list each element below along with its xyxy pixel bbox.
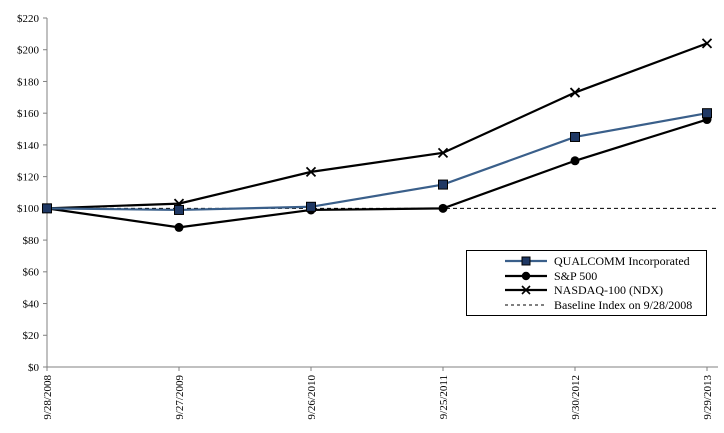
qualcomm-series-marker-icon (505, 256, 547, 266)
svg-text:9/26/2010: 9/26/2010 (306, 375, 318, 420)
svg-text:$160: $160 (17, 108, 40, 120)
svg-text:$80: $80 (23, 235, 40, 247)
legend-item-sp500: S&P 500 (505, 269, 706, 284)
svg-text:$120: $120 (17, 171, 40, 183)
svg-text:9/30/2012: 9/30/2012 (570, 375, 582, 420)
svg-text:9/28/2008: 9/28/2008 (42, 375, 54, 420)
x-axis-ticks: 9/28/2008 9/27/2009 9/26/2010 9/25/2011 9/30… (42, 367, 714, 420)
svg-text:$180: $180 (17, 76, 40, 88)
svg-text:$200: $200 (17, 45, 40, 57)
axes (46, 18, 718, 368)
svg-text:9/27/2009: 9/27/2009 (174, 375, 186, 420)
svg-text:9/29/2013: 9/29/2013 (702, 375, 714, 420)
baseline-dashed-line-icon (505, 304, 547, 306)
legend: QUALCOMM Incorporated S&P 500 NASDAQ-100… (466, 250, 707, 316)
series-s-p-500 (42, 115, 712, 232)
legend-label-baseline: Baseline Index on 9/28/2008 (554, 297, 693, 312)
y-axis-ticks: $0 $20 $40 $60 $80 $100 $120 $140 $160 $180 $200 $2… (17, 13, 47, 374)
legend-label-qualcomm: QUALCOMM Incorporated (554, 254, 690, 269)
svg-text:$100: $100 (17, 203, 40, 215)
svg-text:$140: $140 (17, 140, 40, 152)
legend-item-nasdaq: NASDAQ-100 (NDX) (505, 283, 706, 298)
svg-text:$0: $0 (28, 362, 40, 374)
series-nasdaq-100-ndx (41, 38, 713, 214)
legend-label-sp500: S&P 500 (554, 268, 598, 283)
legend-item-baseline: Baseline Index on 9/28/2008 (505, 298, 706, 313)
svg-text:$60: $60 (23, 267, 40, 279)
svg-text:$20: $20 (23, 330, 40, 342)
series-qualcomm-incorporated (42, 108, 712, 215)
nasdaq-series-marker-icon (505, 285, 547, 295)
legend-label-nasdaq: NASDAQ-100 (NDX) (554, 283, 663, 298)
svg-text:$40: $40 (23, 298, 40, 310)
svg-text:9/25/2011: 9/25/2011 (438, 375, 450, 419)
legend-item-qualcomm: QUALCOMM Incorporated (505, 254, 706, 269)
svg-text:$220: $220 (17, 13, 40, 25)
sp500-series-marker-icon (505, 271, 547, 280)
